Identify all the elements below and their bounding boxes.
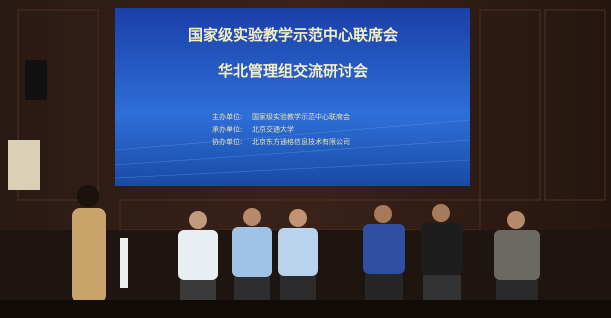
organizer-label: 主办单位: <box>212 112 242 121</box>
screen-subtitle: 华北管理组交流研讨会 <box>218 62 368 80</box>
organizer-name: 国家级实验教学示范中心联席会 <box>252 112 350 121</box>
photo: 国家级实验教学示范中心联席会 华北管理组交流研讨会 主办单位: 国家级实验教学示范… <box>0 0 611 318</box>
organizer-label: 承办单位: <box>212 125 242 134</box>
screen-title: 国家级实验教学示范中心联席会 <box>188 26 398 44</box>
foreground <box>0 300 611 318</box>
organizer-label: 协办单位: <box>212 137 242 146</box>
wall-sign <box>8 140 40 190</box>
organizer-name: 北京交通大学 <box>252 125 294 134</box>
page: 国家级实验教学示范中心联席会 华北管理组交流研讨会 主办单位: 国家级实验教学示范… <box>0 0 611 318</box>
organizer-name: 北京东方通格信息技术有限公司 <box>252 137 350 146</box>
speaker <box>25 60 47 100</box>
